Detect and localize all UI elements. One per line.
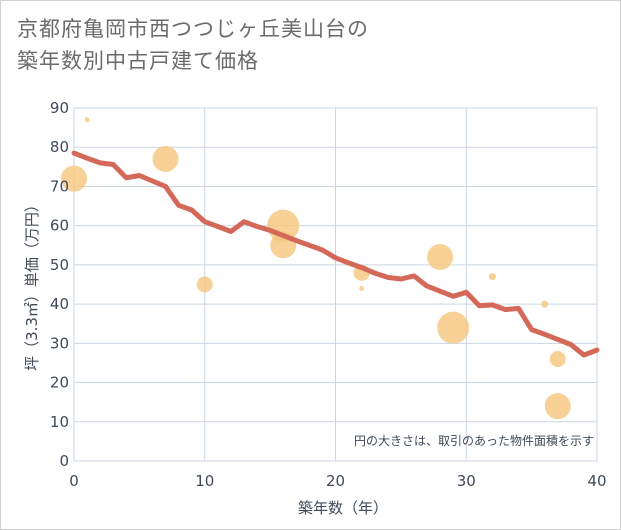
transaction-bubbles [61,117,571,420]
y-tick-label: 40 [50,295,69,313]
y-tick-label: 50 [50,256,69,274]
x-tick-label: 40 [587,472,606,490]
x-axis-label: 築年数（年） [298,499,388,517]
data-bubble [152,145,179,172]
data-bubble [549,351,566,368]
data-bubble [359,285,365,291]
y-tick-label: 80 [50,138,69,156]
y-tick-label: 10 [50,413,69,431]
y-tick-label: 60 [50,217,69,235]
x-tick-label: 0 [69,472,79,490]
x-tick-label: 10 [195,472,214,490]
y-tick-label: 20 [50,374,69,392]
y-tick-label: 30 [50,334,69,352]
plot-border [73,107,598,462]
data-bubble [437,311,470,344]
y-axis-label: 坪（3.3㎡）単価（万円） [23,197,41,371]
y-tick-label: 70 [50,177,69,195]
data-bubble [84,117,90,123]
data-bubble [541,300,549,308]
trend-line-group [71,150,600,358]
x-tick-label: 20 [326,472,345,490]
chart-title-line-2: 築年数別中古戸建て価格 [17,49,259,73]
y-tick-label: 90 [50,99,69,117]
data-bubble [488,273,496,281]
grid-lines [73,107,598,462]
data-bubble [61,165,87,192]
tick-labels: 0 10 20 30 40 50 60 70 80 90 0 10 20 30 40 [50,99,607,490]
data-bubble [196,276,213,293]
y-tick-label: 0 [59,452,69,470]
data-bubble [544,393,571,420]
data-bubble [427,244,454,271]
bubble-size-note: 円の大きさは、取引のあった物件面積を示す [354,433,594,448]
trend-line [71,150,600,358]
x-tick-label: 30 [457,472,476,490]
chart-title-line-1: 京都府亀岡市西つつじヶ丘美山台の [17,17,369,41]
chart-title: 京都府亀岡市西つつじヶ丘美山台の 築年数別中古戸建て価格 [17,13,577,77]
